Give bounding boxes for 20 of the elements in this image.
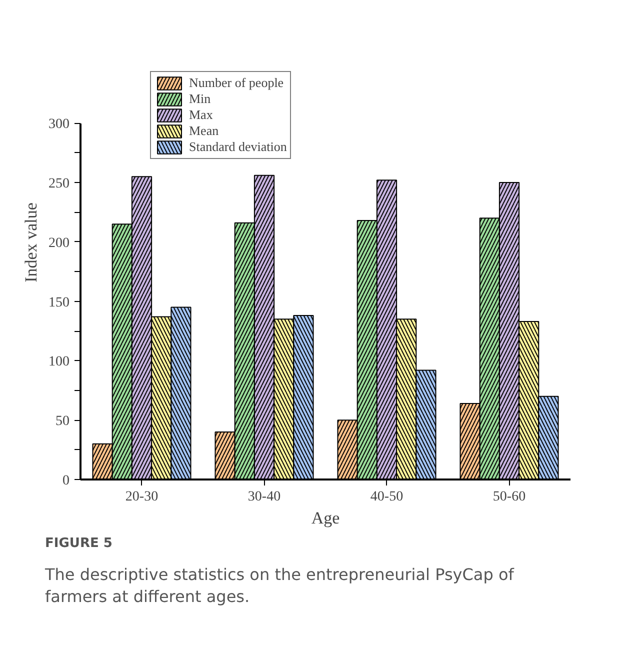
x-axis-title: Age <box>311 508 340 528</box>
y-axis-title: Index value <box>22 202 40 282</box>
y-tick-label: 250 <box>48 176 70 192</box>
x-tick-label: 40-50 <box>370 490 404 504</box>
y-tick-label: 50 <box>56 414 70 430</box>
x-tick-label: 50-60 <box>492 490 526 504</box>
y-tick-label: 150 <box>48 295 70 310</box>
legend-label: Max <box>189 107 213 123</box>
text: The descriptive statistics on the entrepreneurial PsyCap of farmers at different ages. <box>45 564 516 608</box>
y-tick-label: 0 <box>62 474 70 488</box>
caption: FIGURE 5 <box>45 535 112 553</box>
y-tick-label: 100 <box>48 354 70 370</box>
legend-label: Min <box>189 91 211 107</box>
x-tick-label: 30-40 <box>248 490 281 504</box>
legend-label: Standard deviation <box>189 139 287 155</box>
y-tick-label: 200 <box>48 236 70 251</box>
legend-label: Mean <box>189 123 219 139</box>
x-tick-label: 20-30 <box>125 490 158 504</box>
y-tick-label: 300 <box>48 117 70 132</box>
legend-label: Number of people <box>189 75 284 91</box>
